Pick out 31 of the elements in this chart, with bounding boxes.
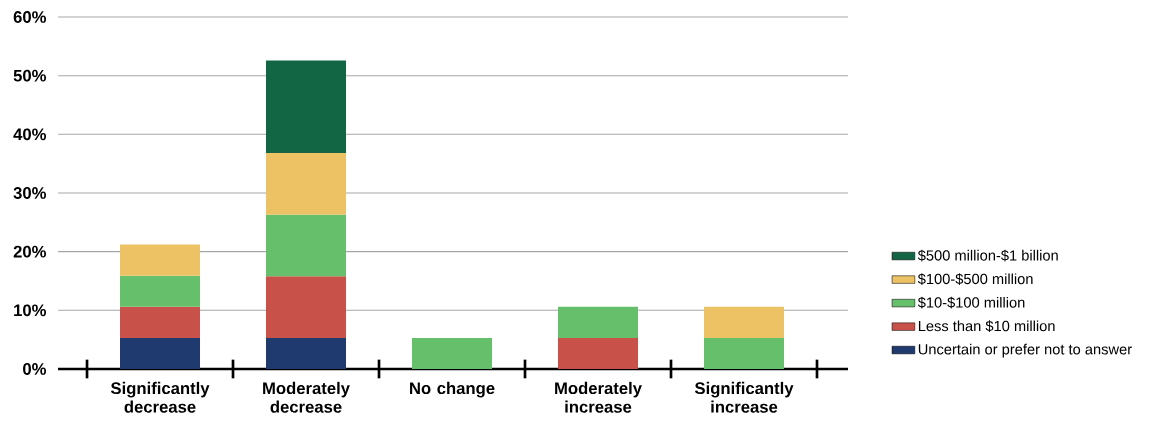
x-tick-label: Moderately increase bbox=[555, 381, 642, 413]
y-tick-label: 0% bbox=[23, 363, 47, 375]
bar bbox=[558, 306, 639, 338]
legend-label: Less than $10 million bbox=[918, 320, 1055, 333]
x-tick-label: No change bbox=[410, 381, 495, 398]
y-tick-label: 10% bbox=[14, 304, 47, 317]
bar bbox=[558, 337, 639, 369]
x-tick-label: Moderately decrease bbox=[263, 381, 350, 413]
y-tick-label: 40% bbox=[13, 128, 47, 141]
legend-label: Uncertain or prefer not to answer bbox=[918, 343, 1132, 358]
x-tick-label: Significantly decrease bbox=[110, 381, 210, 413]
y-tick-label: 30% bbox=[13, 187, 47, 199]
legend-label: $500 million-$1 billion bbox=[917, 249, 1058, 262]
bar bbox=[704, 337, 785, 369]
bar bbox=[704, 306, 785, 338]
bar bbox=[120, 337, 201, 369]
bar bbox=[266, 153, 347, 215]
bar bbox=[412, 337, 493, 369]
bar bbox=[120, 275, 201, 307]
y-tick-label: 50% bbox=[13, 69, 47, 82]
bar bbox=[266, 214, 347, 277]
bar bbox=[266, 337, 347, 369]
x-tick-label: Significantly increase bbox=[694, 381, 794, 413]
bar bbox=[120, 306, 201, 338]
legend-label: $10-$100 million bbox=[917, 296, 1025, 309]
y-tick-label: 20% bbox=[13, 245, 47, 258]
y-tick-label: 60% bbox=[13, 11, 47, 23]
bar bbox=[120, 244, 201, 276]
bar bbox=[266, 276, 347, 338]
bar bbox=[266, 60, 347, 154]
legend-label: $100-$500 million bbox=[917, 273, 1033, 286]
